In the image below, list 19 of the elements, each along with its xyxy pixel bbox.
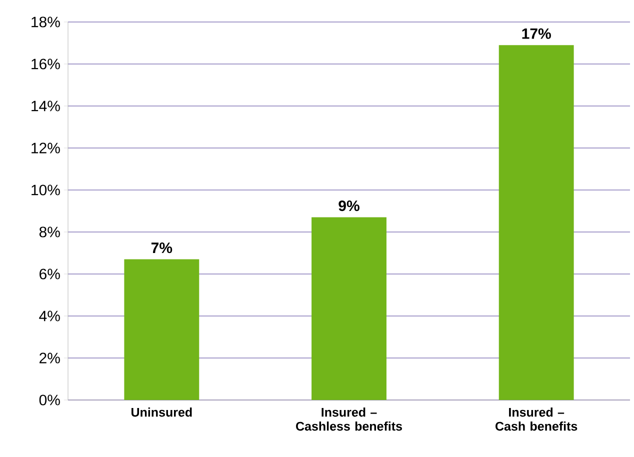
data-label: 17%	[522, 28, 551, 39]
bar	[498, 45, 574, 400]
y-tick-label: 0%	[39, 394, 60, 406]
y-tick-label: 14%	[32, 100, 60, 112]
y-tick-label: 2%	[40, 352, 60, 364]
x-tick-label: Insured – Cash benefits	[496, 408, 578, 431]
y-tick-label: 6%	[40, 268, 60, 280]
y-tick-label: 8%	[39, 226, 60, 238]
y-tick-label: 18%	[32, 16, 60, 28]
data-label: 7%	[151, 242, 172, 254]
y-tick-label: 4%	[39, 310, 60, 322]
bar	[124, 259, 200, 400]
y-tick-label: 10%	[32, 184, 60, 196]
y-tick-label: 16%	[32, 58, 60, 70]
x-tick-label: Uninsured	[132, 408, 192, 417]
y-tick-label: 12%	[32, 142, 60, 154]
x-tick-label: Insured – Cashless benefits	[296, 408, 402, 431]
data-label: 9%	[338, 200, 360, 212]
bar	[312, 217, 386, 400]
